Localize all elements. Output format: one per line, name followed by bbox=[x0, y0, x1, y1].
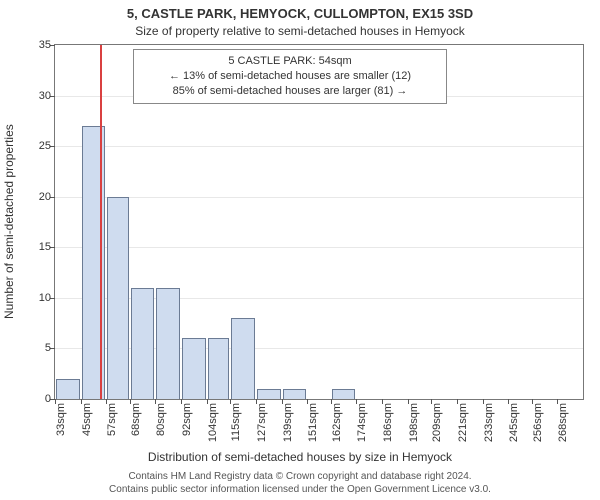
x-tick-label: 115sqm bbox=[230, 403, 242, 441]
x-tick-label: 80sqm bbox=[155, 403, 167, 436]
x-tick-label: 151sqm bbox=[307, 403, 319, 442]
x-tick-label: 221sqm bbox=[457, 403, 469, 442]
y-tick-label: 0 bbox=[45, 393, 51, 405]
x-tick-label: 92sqm bbox=[181, 403, 193, 436]
y-tick-label: 30 bbox=[39, 90, 51, 102]
x-tick-label: 209sqm bbox=[431, 403, 443, 442]
chart-title: 5, CASTLE PARK, HEMYOCK, CULLOMPTON, EX1… bbox=[0, 6, 600, 21]
histogram-bar bbox=[156, 288, 180, 399]
histogram-bar bbox=[182, 338, 206, 399]
callout-line2: ← 13% of semi-detached houses are smalle… bbox=[140, 69, 440, 84]
x-tick-label: 233sqm bbox=[483, 403, 495, 442]
x-tick-label: 104sqm bbox=[207, 403, 219, 442]
y-axis-label: Number of semi-detached properties bbox=[2, 124, 16, 319]
x-tick-label: 139sqm bbox=[282, 403, 294, 442]
x-axis-label: Distribution of semi-detached houses by … bbox=[0, 450, 600, 464]
y-tick-label: 15 bbox=[39, 241, 51, 253]
y-tick-label: 10 bbox=[39, 292, 51, 304]
histogram-bar bbox=[283, 389, 307, 399]
footer-line1: Contains HM Land Registry data © Crown c… bbox=[0, 471, 600, 484]
x-tick-label: 268sqm bbox=[557, 403, 569, 442]
y-tick-label: 20 bbox=[39, 191, 51, 203]
x-tick-label: 174sqm bbox=[356, 403, 368, 442]
callout-line3: 85% of semi-detached houses are larger (… bbox=[140, 84, 440, 99]
gridline bbox=[55, 247, 583, 248]
x-tick-label: 127sqm bbox=[256, 403, 268, 442]
x-tick-label: 57sqm bbox=[106, 403, 118, 436]
histogram-bar bbox=[257, 389, 281, 399]
chart-container: { "header": { "title": "5, CASTLE PARK, … bbox=[0, 0, 600, 500]
x-tick-label: 33sqm bbox=[55, 403, 67, 436]
x-tick-label: 245sqm bbox=[508, 403, 520, 442]
histogram-bar bbox=[231, 318, 255, 399]
plot-area: 0510152025303533sqm45sqm57sqm68sqm80sqm9… bbox=[54, 44, 584, 400]
chart-subtitle: Size of property relative to semi-detach… bbox=[0, 24, 600, 38]
y-tick-label: 25 bbox=[39, 140, 51, 152]
property-callout: 5 CASTLE PARK: 54sqm ← 13% of semi-detac… bbox=[133, 49, 447, 104]
histogram-bar bbox=[56, 379, 80, 399]
histogram-bar bbox=[107, 197, 129, 399]
footer-line2: Contains public sector information licen… bbox=[0, 484, 600, 497]
callout-line1: 5 CASTLE PARK: 54sqm bbox=[140, 54, 440, 69]
footer-attribution: Contains HM Land Registry data © Crown c… bbox=[0, 471, 600, 496]
y-tick-label: 5 bbox=[45, 342, 51, 354]
gridline bbox=[55, 197, 583, 198]
histogram-bar bbox=[208, 338, 230, 399]
x-tick-label: 162sqm bbox=[331, 403, 343, 442]
x-tick-label: 198sqm bbox=[408, 403, 420, 442]
x-tick-label: 45sqm bbox=[81, 403, 93, 436]
x-tick-label: 68sqm bbox=[130, 403, 142, 436]
x-tick-label: 256sqm bbox=[532, 403, 544, 442]
x-tick-label: 186sqm bbox=[382, 403, 394, 442]
property-marker-line bbox=[100, 45, 102, 399]
histogram-bar bbox=[332, 389, 356, 399]
y-tick-label: 35 bbox=[39, 39, 51, 51]
histogram-bar bbox=[131, 288, 155, 399]
gridline bbox=[55, 146, 583, 147]
